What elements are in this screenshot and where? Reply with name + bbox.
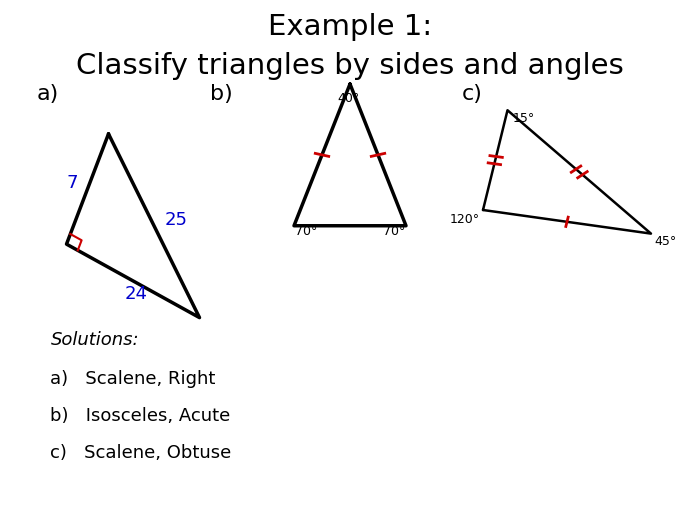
Text: Classify triangles by sides and angles: Classify triangles by sides and angles	[76, 52, 624, 80]
Text: a)   Scalene, Right: a) Scalene, Right	[50, 370, 216, 388]
Text: Solutions:: Solutions:	[50, 331, 139, 349]
Text: c): c)	[462, 84, 483, 104]
Text: 15°: 15°	[512, 112, 535, 125]
Text: b)   Isosceles, Acute: b) Isosceles, Acute	[50, 407, 231, 425]
Text: 70°: 70°	[383, 225, 405, 238]
Text: 120°: 120°	[449, 213, 480, 226]
Text: 7: 7	[66, 174, 78, 192]
Text: 25: 25	[165, 212, 188, 229]
Text: Example 1:: Example 1:	[268, 13, 432, 41]
Text: 45°: 45°	[654, 235, 677, 248]
Text: 40°: 40°	[337, 92, 360, 105]
Text: a): a)	[36, 84, 59, 104]
Text: c)   Scalene, Obtuse: c) Scalene, Obtuse	[50, 444, 232, 461]
Text: 70°: 70°	[295, 225, 317, 238]
Text: b): b)	[210, 84, 232, 104]
Text: 24: 24	[125, 285, 148, 303]
